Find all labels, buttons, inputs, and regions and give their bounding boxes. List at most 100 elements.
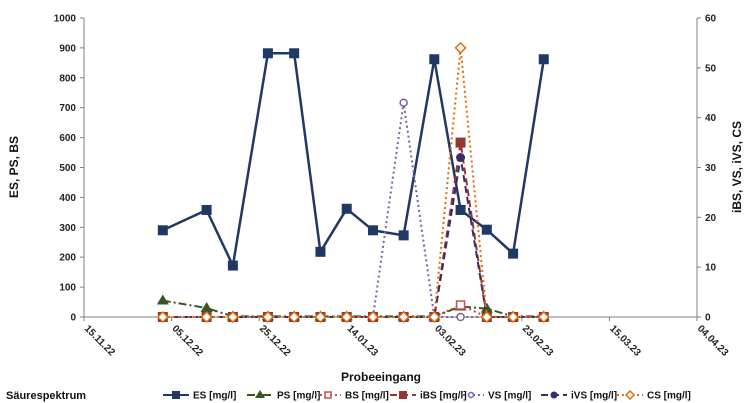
y2-tick-label: 30 (705, 163, 717, 174)
x-tick-label: 23.02.23 (520, 323, 556, 359)
data-point (481, 224, 492, 235)
legend-label: PS [mg/l] (277, 391, 320, 402)
data-point (200, 302, 213, 313)
legend-swatch-marker (550, 391, 558, 399)
series-6 (156, 41, 550, 324)
legend-swatch-marker (172, 391, 180, 399)
data-point (455, 137, 466, 148)
series-line (162, 101, 544, 318)
data-point (157, 225, 168, 236)
data-point (455, 204, 466, 215)
x-tick-label: 03.02.23 (432, 323, 468, 359)
data-point (341, 203, 352, 214)
y2-tick-label: 40 (705, 113, 717, 124)
data-point (399, 98, 408, 107)
data-point (227, 260, 238, 271)
series-5 (158, 153, 549, 322)
x-tick-label: 05.12.22 (169, 323, 205, 359)
legend-swatch-marker (467, 391, 475, 399)
data-point (156, 310, 169, 324)
data-point (508, 248, 519, 259)
data-point (456, 312, 465, 322)
legend-label: iVS [mg/l] (571, 391, 617, 402)
data-point (200, 310, 213, 324)
legend-label: ES [mg/l] (193, 391, 236, 402)
data-point (261, 310, 274, 324)
legend-item-3: iBS [mg/l] (390, 391, 467, 402)
legend-item-5: iVS [mg/l] (541, 391, 617, 402)
y-tick-label: 100 (59, 283, 76, 294)
y-tick-label: 1000 (54, 14, 77, 25)
legend-item-4: VS [mg/l] (458, 391, 531, 402)
y2-tick-label: 50 (705, 63, 717, 74)
y-tick-label: 0 (70, 313, 76, 324)
data-point (428, 310, 441, 324)
data-point (397, 310, 410, 324)
legend-swatch-marker (255, 390, 265, 398)
y-tick-label: 700 (59, 103, 76, 114)
legend-item-6: CS [mg/l] (617, 389, 691, 402)
x-tick-label: 04.04.23 (695, 323, 731, 359)
series-4 (158, 98, 548, 322)
data-point (398, 230, 409, 241)
y2-axis-title: iBS, VS, iVS, CS (730, 121, 744, 213)
y-tick-label: 500 (59, 163, 76, 174)
y-tick-label: 800 (59, 73, 76, 84)
series-line (162, 299, 544, 318)
y-tick-label: 300 (59, 223, 76, 234)
chart-caption: Säurespektrum (6, 390, 86, 402)
data-point (201, 204, 212, 215)
legend-label: iBS [mg/l] (420, 391, 467, 402)
data-point (315, 246, 326, 257)
x-tick-label: 15.11.22 (82, 323, 117, 358)
y2-tick-label: 60 (705, 14, 717, 25)
data-point (288, 310, 301, 324)
series-line (162, 156, 544, 318)
data-point (538, 54, 549, 65)
y2-tick-label: 20 (705, 213, 717, 224)
data-point (454, 41, 467, 54)
y-tick-label: 900 (59, 43, 76, 54)
legend-item-2: BS [mg/l] (315, 391, 389, 402)
series-layer (156, 41, 550, 324)
data-point (480, 302, 493, 313)
data-point (366, 310, 380, 324)
data-point (262, 48, 273, 59)
legend-label: BS [mg/l] (345, 391, 389, 402)
y-tick-label: 200 (59, 253, 76, 264)
y-axis-title: ES, PS, BS (7, 136, 21, 198)
data-point (537, 310, 550, 324)
legend-label: VS [mg/l] (488, 391, 531, 402)
legend-item-0: ES [mg/l] (163, 391, 236, 402)
legend-label: CS [mg/l] (647, 391, 691, 402)
data-point (226, 310, 239, 324)
y2-tick-label: 10 (705, 263, 717, 274)
legend-swatch-marker (624, 389, 636, 401)
y-tick-label: 600 (59, 133, 76, 144)
series-0 (157, 48, 549, 271)
data-point (507, 310, 520, 324)
legend: ES [mg/l] PS [mg/l] BS [mg/l] iBS [mg/l] VS … (163, 389, 691, 402)
x-axis-title: Probeeingang (341, 370, 421, 384)
data-point (455, 300, 466, 310)
series-line (162, 46, 544, 318)
data-point (367, 225, 378, 236)
legend-swatch-marker (399, 391, 407, 399)
x-tick-label: 15.03.23 (607, 323, 643, 359)
y-tick-label: 400 (59, 193, 76, 204)
data-point (314, 310, 327, 324)
data-point (340, 310, 353, 324)
data-point (456, 153, 466, 163)
legend-item-1: PS [mg/l] (247, 390, 320, 402)
data-point (156, 294, 169, 305)
legend-swatch-marker (324, 391, 332, 399)
axes: 0 100 200 300 400 500 600 700 800 900 1000 0 10 20 30 4… (54, 14, 731, 359)
data-point (480, 310, 493, 324)
data-point (429, 54, 440, 65)
x-tick-label: 25.12.22 (257, 323, 293, 359)
y2-tick-label: 0 (705, 313, 711, 324)
data-point (289, 48, 300, 59)
x-tick-label: 14.01.23 (345, 323, 381, 359)
